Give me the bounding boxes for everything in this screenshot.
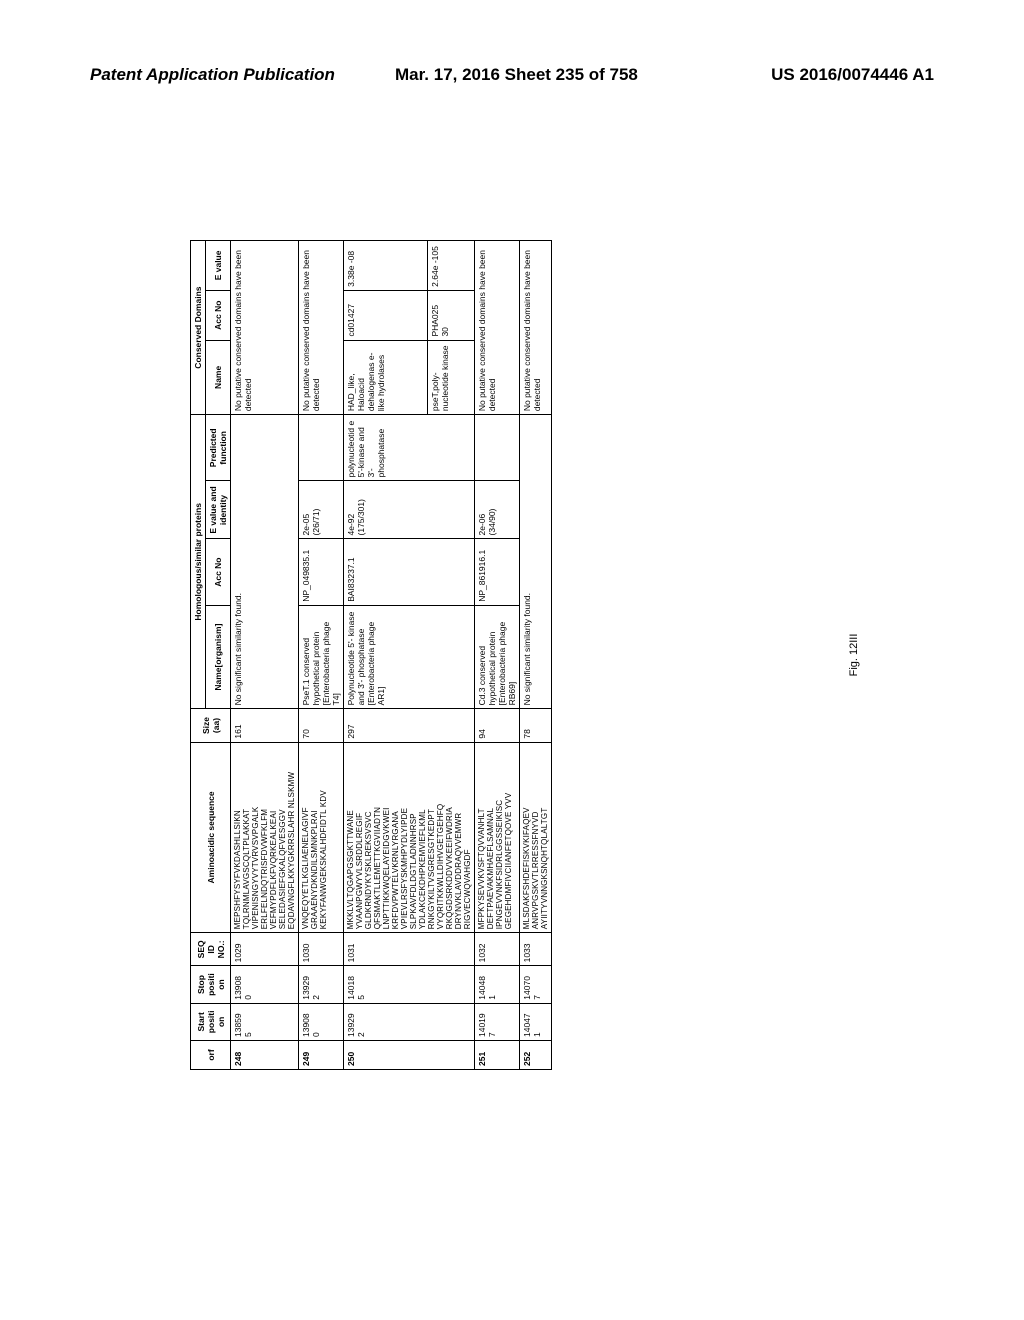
col-dacc: Acc No — [206, 290, 231, 340]
content-area: orf Start positi on Stop positi on SEQ I… — [190, 240, 830, 1070]
col-deval: E value — [206, 241, 231, 291]
table-body: 24813859 513908 01029MEPSHFYSYFVKDASHLLS… — [231, 241, 552, 1070]
table-row: 25214047 114070 71033MLSDAKFSHDEFISKVKIF… — [520, 241, 552, 1070]
rotated-table-container: orf Start positi on Stop positi on SEQ I… — [190, 240, 830, 1070]
col-seq: SEQ ID NO.: — [191, 933, 231, 966]
col-amino: Aminoacidic sequence — [191, 742, 231, 933]
table-row: 24913908 013929 21030VNQEQYETLKGLIAENELA… — [299, 241, 344, 1070]
group-conserved: Conserved Domains — [191, 241, 206, 415]
header-center: Mar. 17, 2016 Sheet 235 of 758 — [395, 65, 638, 85]
col-size: Size (aa) — [191, 709, 231, 742]
col-stop: Stop positi on — [191, 966, 231, 1003]
col-start: Start positi on — [191, 1003, 231, 1040]
col-eval: E value and identity — [206, 481, 231, 539]
group-homologous: Homologous/similar proteins — [191, 415, 206, 709]
table-row: 24813859 513908 01029MEPSHFYSYFVKDASHLLS… — [231, 241, 299, 1070]
col-dname: Name — [206, 340, 231, 415]
figure-label: Fig. 12III — [848, 634, 860, 677]
protein-table: orf Start positi on Stop positi on SEQ I… — [190, 240, 552, 1070]
col-name-org: Name[organism] — [206, 605, 231, 709]
table-row: 25013929 214018 51031MKKLVLTQGAPGSGKTTWA… — [344, 241, 428, 1070]
group-header-row: orf Start positi on Stop positi on SEQ I… — [191, 241, 206, 1070]
table-row: 25114019 714048 11032MFPKYSEVVKVSFTQVVAN… — [475, 241, 520, 1070]
col-pred: Predicted function — [206, 415, 231, 481]
header-left: Patent Application Publication — [90, 65, 335, 85]
col-acc: Acc No — [206, 539, 231, 605]
col-orf: orf — [191, 1041, 231, 1070]
header-right: US 2016/0074446 A1 — [771, 65, 934, 85]
